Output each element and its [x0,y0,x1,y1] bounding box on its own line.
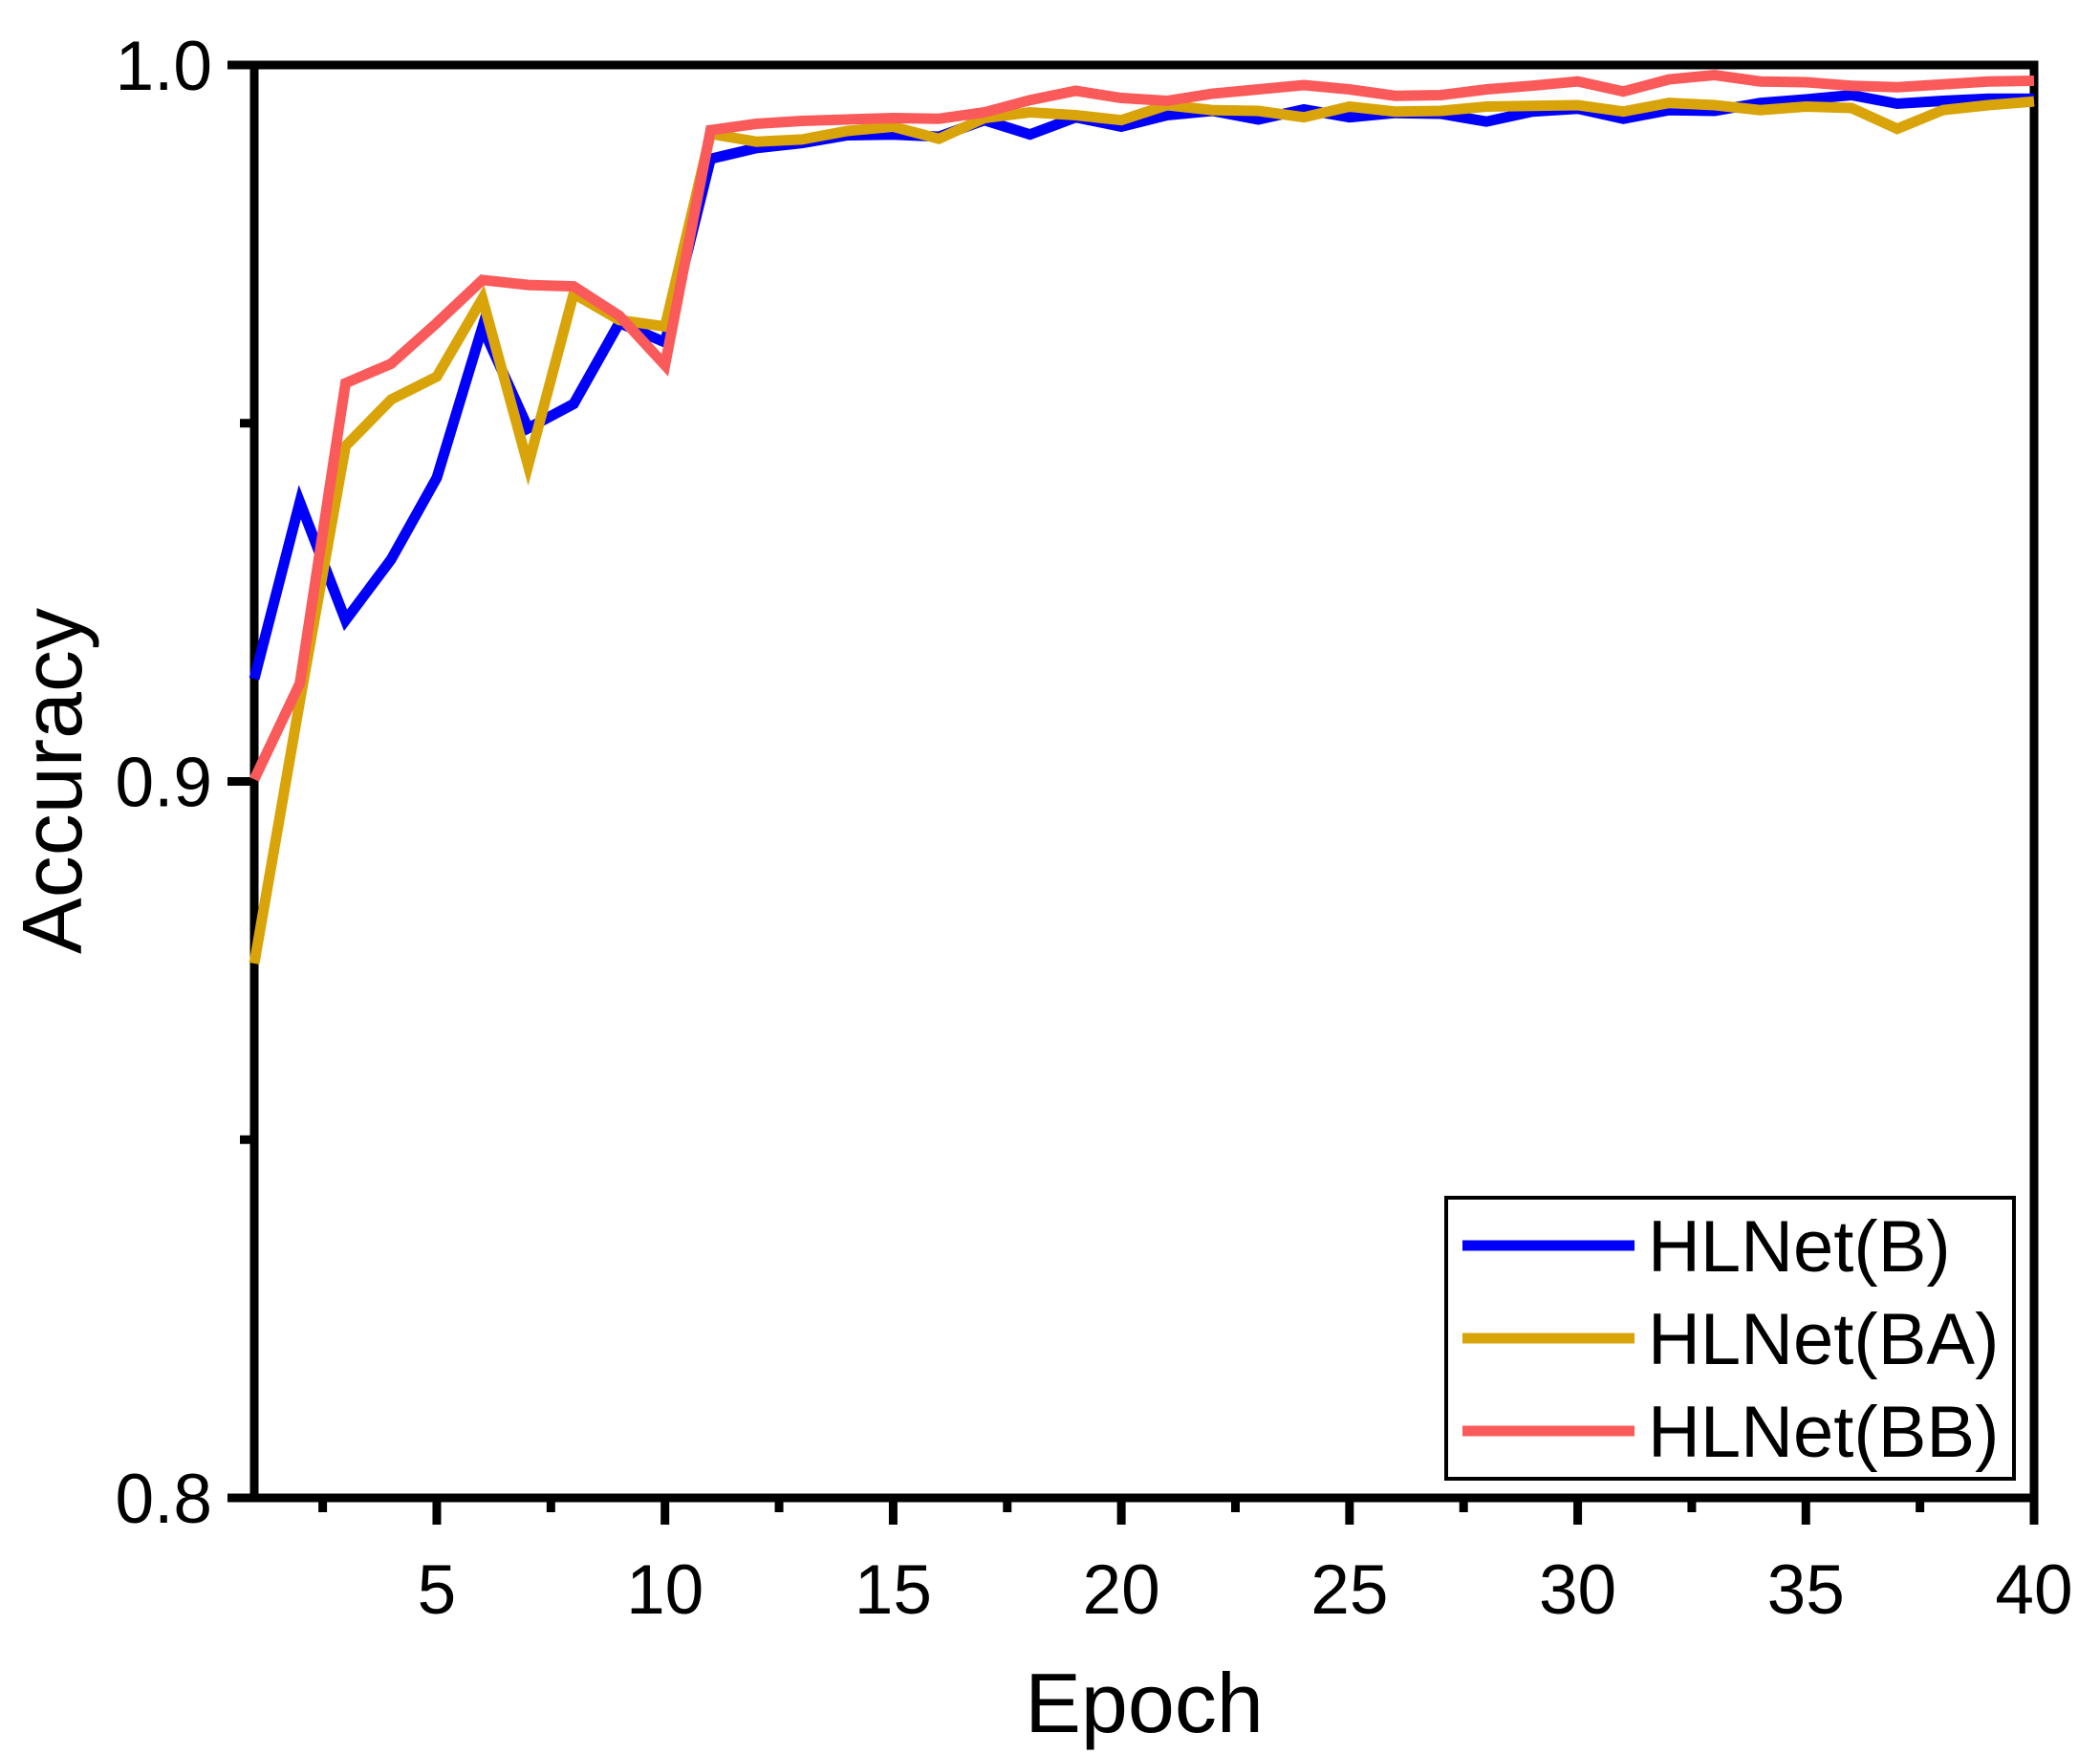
legend-label: HLNet(BB) [1648,1392,1999,1473]
axis-ticks [227,60,2039,1525]
data-series [249,69,2035,964]
y-tick-label: 0.9 [116,745,212,822]
x-tick-label: 15 [855,1551,932,1629]
series-line-hlnet-ba- [249,96,2035,964]
x-tick-label: 35 [1767,1551,1845,1629]
axis-tick-labels: 5 10 15 20 25 30 35 40 0.8 0.9 1.0 [116,28,2073,1629]
series-line-hlnet-bb- [249,69,2035,782]
legend-label: HLNet(B) [1648,1206,1951,1288]
x-tick-label: 20 [1083,1551,1160,1629]
series-line-hlnet-b- [249,89,2034,681]
legend: HLNet(B) HLNet(BA) HLNet(BB) [1444,1196,2016,1481]
x-tick-label: 5 [418,1551,457,1629]
x-tick-label: 10 [626,1551,704,1629]
y-tick-label: 1.0 [116,28,212,105]
x-tick-label: 25 [1310,1551,1388,1629]
x-tick-label: 30 [1539,1551,1616,1629]
y-tick-label: 0.8 [116,1461,212,1538]
x-tick-label: 40 [1995,1551,2072,1629]
legend-label: HLNet(BA) [1648,1299,1999,1380]
x-axis-title: Epoch [1025,1656,1264,1750]
y-axis-title: Accuracy [5,608,99,954]
